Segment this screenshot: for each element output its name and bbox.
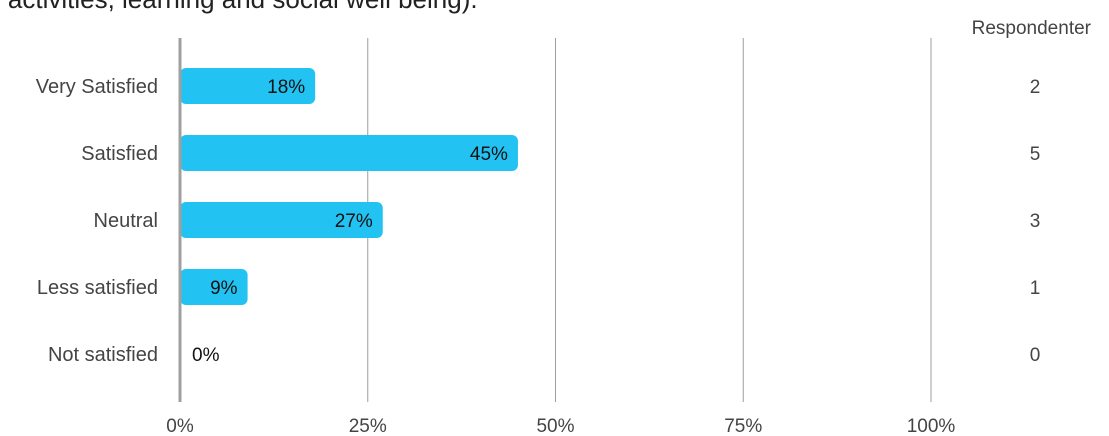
bar	[180, 135, 518, 171]
bar	[180, 269, 248, 305]
respondent-count: 1	[1030, 278, 1041, 299]
data-label: 27%	[335, 211, 373, 232]
respondent-count: 0	[1030, 345, 1041, 366]
category-label: Not satisfied	[48, 344, 158, 366]
respondent-count: 2	[1030, 77, 1041, 98]
category-label: Neutral	[94, 210, 158, 232]
category-label: Less satisfied	[37, 277, 158, 299]
gridlines	[367, 38, 932, 402]
data-label: 18%	[267, 77, 305, 98]
bar	[180, 202, 383, 238]
data-label: 45%	[470, 144, 508, 165]
respondent-counts: 2 5 3 1 0	[1030, 77, 1041, 366]
respondent-count: 3	[1030, 211, 1041, 232]
category-label: Satisfied	[81, 143, 158, 165]
category-labels: Very Satisfied Satisfied Neutral Less satis…	[36, 76, 158, 366]
data-label: 9%	[210, 278, 238, 299]
respondents-column-header: Respondenter	[971, 18, 1091, 39]
data-labels: 18% 45% 27% 9% 0%	[192, 77, 508, 366]
data-label: 0%	[192, 345, 220, 366]
x-tick-label: 50%	[536, 416, 574, 436]
x-axis-ticks: 0% 25% 50% 75% 100%	[166, 416, 955, 436]
category-label: Very Satisfied	[36, 76, 158, 98]
x-tick-label: 75%	[724, 416, 762, 436]
question-text: r activities, learning and social well b…	[0, 0, 478, 15]
x-tick-label: 0%	[166, 416, 194, 436]
bars	[180, 68, 518, 305]
respondent-count: 5	[1030, 144, 1041, 165]
x-tick-label: 25%	[349, 416, 387, 436]
x-tick-label: 100%	[907, 416, 956, 436]
bar	[180, 68, 316, 104]
